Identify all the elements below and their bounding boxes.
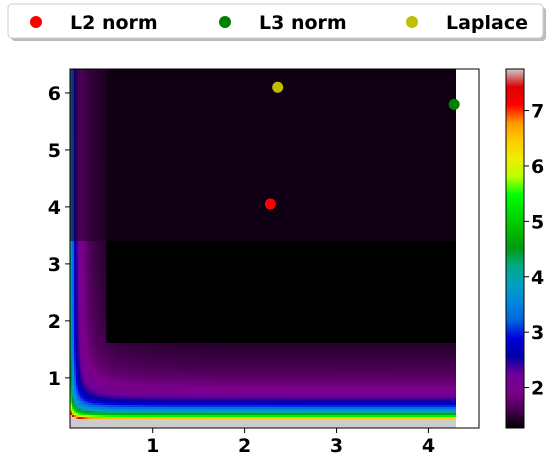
colorbar-gradient [505, 68, 525, 429]
y-tick-label: 4 [48, 197, 61, 219]
y-tick-label: 2 [48, 311, 61, 333]
marker-laplace [272, 81, 284, 93]
x-tick-label: 4 [422, 435, 435, 457]
y-tick-label: 6 [48, 83, 61, 105]
legend-item-laplace: Laplace [406, 12, 528, 34]
colorbar: 2 3 4 5 6 7 [505, 68, 544, 429]
heatmap [70, 69, 457, 428]
colorbar-tick-label: 7 [531, 101, 544, 123]
y-axis: 1 2 3 4 5 6 [48, 83, 70, 390]
legend-label: L2 norm [70, 12, 158, 34]
legend: L2 norm L3 norm Laplace [7, 3, 546, 41]
scatter-markers [264, 81, 460, 210]
x-tick-label: 1 [146, 435, 159, 457]
legend-label: L3 norm [259, 12, 347, 34]
colorbar-tick-label: 5 [531, 211, 544, 233]
colorbar-tick-label: 2 [531, 378, 544, 400]
colorbar-tick-label: 4 [531, 267, 544, 289]
colorbar-ticks: 2 3 4 5 6 7 [524, 101, 544, 400]
marker-l2-norm [264, 198, 276, 210]
legend-marker [406, 16, 418, 28]
colorbar-tick-label: 6 [531, 156, 544, 178]
plot-frame [69, 68, 480, 429]
legend-item-l2-norm: L2 norm [30, 12, 158, 34]
plot-area [69, 68, 480, 429]
x-axis: 1 2 3 4 [146, 428, 435, 457]
legend-box [7, 3, 544, 39]
y-tick-label: 3 [48, 254, 61, 276]
colorbar-tick-label: 3 [531, 322, 544, 344]
x-tick-label: 3 [330, 435, 343, 457]
marker-l3-norm [448, 98, 460, 110]
legend-label: Laplace [446, 12, 528, 34]
y-tick-label: 5 [48, 140, 61, 162]
legend-marker [30, 16, 42, 28]
y-tick-label: 1 [48, 368, 61, 390]
legend-item-l3-norm: L3 norm [219, 12, 347, 34]
legend-marker [219, 16, 231, 28]
x-tick-label: 2 [238, 435, 251, 457]
